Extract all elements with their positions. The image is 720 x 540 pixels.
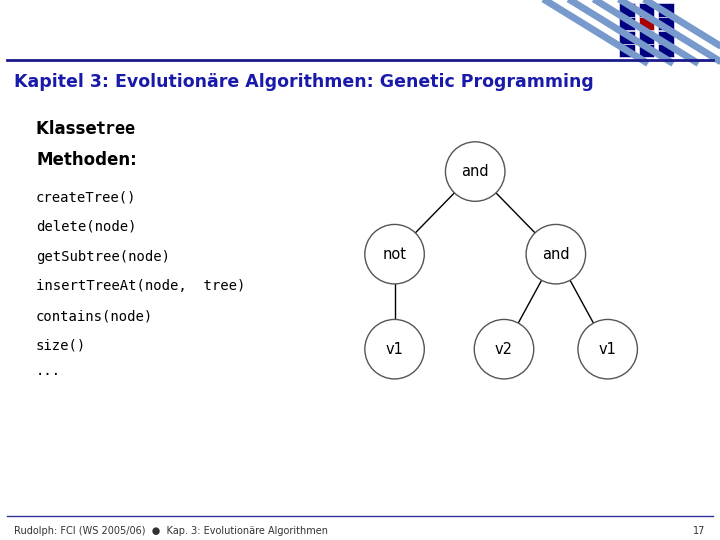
Bar [619,31,635,44]
Text: Rudolph: FCI (WS 2005/06)  ●  Kap. 3: Evolutionäre Algorithmen: Rudolph: FCI (WS 2005/06) ● Kap. 3: Evol… [14,526,328,536]
Ellipse shape [474,320,534,379]
Bar [619,44,635,57]
Bar [619,17,635,30]
Text: v1: v1 [386,342,403,357]
Bar [639,3,654,17]
Text: Kapitel 3: Evolutionäre Algorithmen: Genetic Programming: Kapitel 3: Evolutionäre Algorithmen: Gen… [14,73,594,91]
Text: getSubtree(node): getSubtree(node) [36,249,170,264]
Text: createTree(): createTree() [36,190,137,204]
Text: 17: 17 [693,526,706,536]
Text: tree: tree [95,120,135,138]
Text: Methoden:: Methoden: [36,151,137,169]
Bar [639,31,654,44]
Text: v2: v2 [495,342,513,357]
Text: v1: v1 [599,342,616,357]
Text: not: not [382,247,407,262]
Ellipse shape [446,142,505,201]
Bar [658,31,674,44]
Text: delete(node): delete(node) [36,220,137,234]
Text: Klasse: Klasse [36,120,102,138]
Bar [639,44,654,57]
Ellipse shape [578,320,637,379]
Text: and: and [462,164,489,179]
Bar [619,3,635,17]
Ellipse shape [365,225,424,284]
Text: contains(node): contains(node) [36,309,153,323]
Text: ...: ... [36,363,61,377]
Ellipse shape [526,225,585,284]
Ellipse shape [365,320,424,379]
Bar [658,3,674,17]
Bar [639,17,654,30]
Text: and: and [542,247,570,262]
Text: size(): size() [36,339,86,353]
Bar [658,44,674,57]
Text: insertTreeAt(node,  tree): insertTreeAt(node, tree) [36,279,246,293]
Bar [658,17,674,30]
